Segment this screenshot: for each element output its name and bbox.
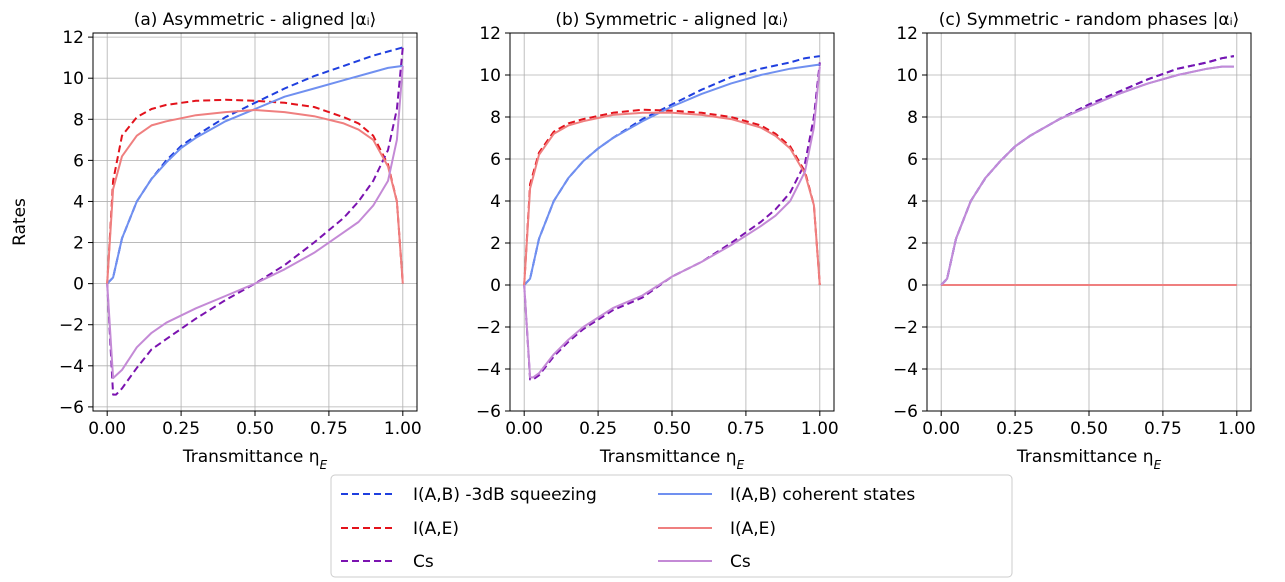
y-tick-label: 4 — [490, 192, 501, 212]
y-tick-label: 6 — [490, 150, 501, 170]
legend-item: I(A,B) -3dB squeezing — [341, 485, 597, 505]
legend-item: Cs — [341, 552, 434, 572]
y-tick-label: −4 — [893, 360, 918, 380]
legend-item: I(A,E) — [341, 519, 459, 539]
legend-label: Cs — [730, 552, 751, 572]
y-tick-label: −4 — [476, 360, 501, 380]
panel-title: (b) Symmetric - aligned |αᵢ⟩ — [555, 10, 788, 30]
panel-title: (c) Symmetric - random phases |αᵢ⟩ — [939, 10, 1240, 30]
series-line-1 — [940, 55, 1235, 286]
series-line-4 — [523, 63, 820, 286]
y-tick-label: 8 — [907, 108, 918, 128]
legend-box — [330, 474, 1013, 578]
y-tick-label: 4 — [907, 192, 918, 212]
legend-label: I(A,E) — [413, 519, 459, 539]
y-tick-label: 6 — [907, 150, 918, 170]
y-tick-label: 10 — [479, 66, 501, 86]
y-tick-label: 0 — [907, 276, 918, 296]
series-line-6 — [940, 65, 1234, 286]
y-tick-label: −6 — [59, 398, 84, 418]
series-line-3 — [940, 55, 1235, 286]
x-axis-label: Transmittance ηE — [599, 447, 745, 472]
y-tick-label: 8 — [73, 110, 84, 130]
x-tick-label: 0.75 — [727, 419, 765, 439]
y-tick-label: 10 — [62, 69, 84, 89]
y-tick-label: −2 — [59, 316, 84, 336]
x-tick-label: 0.75 — [310, 419, 348, 439]
legend-item: I(A,E) — [658, 519, 776, 539]
x-tick-label: 0.00 — [922, 419, 960, 439]
y-tick-label: 12 — [896, 24, 918, 44]
series-line-6 — [523, 66, 821, 379]
y-tick-label: −2 — [893, 318, 918, 338]
y-tick-label: 0 — [73, 275, 84, 295]
series-line-5 — [523, 111, 821, 286]
series-line-2 — [106, 98, 404, 284]
y-tick-label: 4 — [73, 192, 84, 212]
y-tick-label: 2 — [73, 234, 84, 254]
y-tick-label: −2 — [476, 318, 501, 338]
y-tick-label: 2 — [907, 234, 918, 254]
legend-label: I(A,E) — [730, 519, 776, 539]
x-axis-label: Transmittance ηE — [182, 447, 328, 472]
x-tick-label: 0.50 — [653, 419, 691, 439]
x-tick-label: 0.25 — [162, 419, 200, 439]
x-tick-label: 0.50 — [236, 419, 274, 439]
series-line-6 — [106, 65, 404, 380]
x-tick-label: 1.00 — [1218, 419, 1256, 439]
y-tick-label: −6 — [476, 402, 501, 422]
legend: I(A,B) -3dB squeezing I(A,E) Cs I(A,B) cohe… — [330, 474, 1013, 578]
x-tick-label: 0.75 — [1144, 419, 1182, 439]
series-line-5 — [106, 109, 404, 284]
legend-item: Cs — [658, 552, 751, 572]
panel-1: 0.00 0.25 0.50 0.75 1.00 −6 −4 −2 0 2 4 6 8 10 12 (a) A… — [10, 10, 422, 472]
y-tick-label: 10 — [896, 66, 918, 86]
y-tick-label: 0 — [490, 276, 501, 296]
panel-2: 0.00 0.25 0.50 0.75 1.00 −6 −4 −2 0 2 4 6 8 10 12 (b) S… — [476, 10, 839, 472]
legend-label: Cs — [413, 552, 434, 572]
y-tick-label: 8 — [490, 108, 501, 128]
y-tick-label: 2 — [490, 234, 501, 254]
y-tick-label: 12 — [479, 24, 501, 44]
x-tick-label: 0.25 — [579, 419, 617, 439]
x-tick-label: 1.00 — [801, 419, 839, 439]
series-line-4 — [106, 64, 403, 285]
legend-label: I(A,B) coherent states — [730, 485, 915, 505]
legend-label: I(A,B) -3dB squeezing — [413, 485, 597, 505]
y-tick-label: 12 — [62, 28, 84, 48]
panel-title: (a) Asymmetric - aligned |αᵢ⟩ — [134, 10, 377, 30]
panel-3: 0.00 0.25 0.50 0.75 1.00 −6 −4 −2 0 2 4 6 8 10 12 (c) S… — [893, 10, 1256, 472]
x-tick-label: 0.50 — [1070, 419, 1108, 439]
y-tick-label: −6 — [893, 402, 918, 422]
series-line-3 — [106, 47, 404, 396]
y-tick-label: −4 — [59, 357, 84, 377]
series-line-4 — [940, 65, 1234, 286]
series-line-2 — [523, 108, 821, 286]
x-tick-label: 1.00 — [384, 419, 422, 439]
x-tick-label: 0.00 — [88, 419, 126, 439]
x-tick-label: 0.00 — [505, 419, 543, 439]
x-axis-label: Transmittance ηE — [1016, 447, 1162, 472]
y-axis-label: Rates — [10, 198, 30, 246]
y-tick-label: 6 — [73, 151, 84, 171]
legend-item: I(A,B) coherent states — [658, 485, 915, 505]
x-tick-label: 0.25 — [996, 419, 1034, 439]
